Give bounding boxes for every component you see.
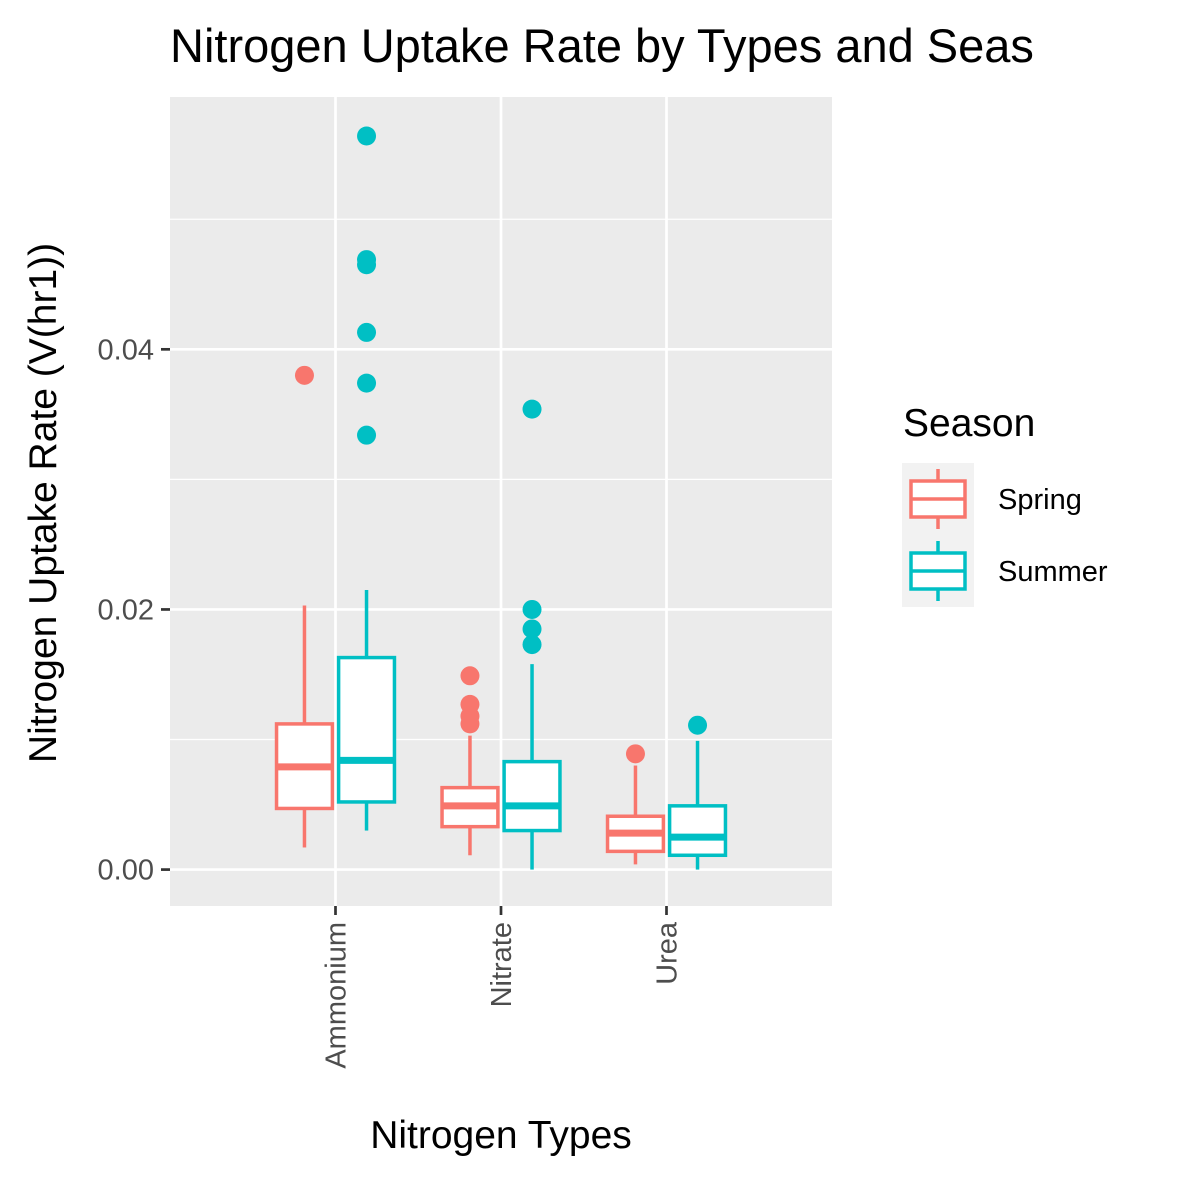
box-body (502, 759, 562, 833)
outlier-point (460, 666, 480, 686)
legend-label-summer: Summer (998, 556, 1108, 588)
box-summer-nitrate (502, 399, 562, 870)
x-tick-label: Urea (652, 921, 684, 985)
legend-key-summer (909, 541, 967, 601)
box-body (667, 804, 728, 858)
y-tick-label: 0.00 (98, 855, 154, 887)
series-summer (336, 126, 728, 870)
x-tick-label: Nitrate (486, 922, 518, 1007)
box-summer-ammonium (336, 126, 397, 831)
legend-key-spring (909, 469, 967, 529)
box-summer-urea (667, 715, 728, 870)
x-axis-title: Nitrogen Types (370, 1114, 632, 1157)
box-spring-urea (605, 744, 666, 865)
y-axis-title: Nitrogen Uptake Rate (V(hr1)) (22, 243, 65, 763)
outlier-point (294, 365, 314, 385)
x-axis: Ammonium Nitrate Urea (321, 906, 684, 1069)
y-axis: 0.00 0.02 0.04 (98, 334, 170, 887)
legend-title: Season (903, 402, 1035, 445)
outlier-point (357, 425, 377, 445)
outlier-point (357, 322, 377, 342)
chart-title: Nitrogen Uptake Rate by Types and Seas (170, 19, 1034, 72)
outlier-point (357, 373, 377, 393)
outlier-point (522, 619, 542, 639)
outlier-point (625, 744, 645, 764)
y-tick-label: 0.04 (98, 334, 154, 366)
box-spring-nitrate (440, 666, 500, 856)
outlier-point (522, 399, 542, 419)
boxplot-marks (274, 126, 728, 870)
y-tick-label: 0.02 (98, 594, 154, 626)
major-gridlines (170, 97, 832, 906)
outlier-point (522, 635, 542, 655)
legend-keys: Spring Summer (909, 469, 1108, 601)
outlier-point (688, 715, 708, 735)
box-body (336, 655, 397, 804)
box-spring-ammonium (274, 365, 335, 848)
outlier-point (460, 714, 480, 734)
outlier-point (357, 126, 377, 146)
outlier-point (522, 599, 542, 619)
legend: Season Spring Summer (902, 402, 1108, 607)
series-spring (274, 365, 666, 865)
x-tick-label: Ammonium (321, 922, 353, 1069)
legend-label-spring: Spring (998, 484, 1082, 516)
outlier-point (357, 255, 377, 275)
